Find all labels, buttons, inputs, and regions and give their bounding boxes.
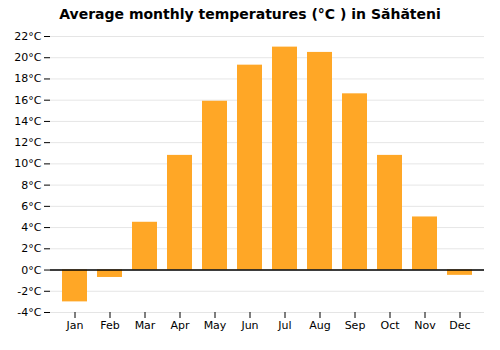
svg-text:Nov: Nov: [414, 319, 436, 332]
svg-text:22°C: 22°C: [14, 30, 41, 43]
svg-text:12°C: 12°C: [14, 136, 41, 149]
svg-text:-4°C: -4°C: [17, 306, 41, 319]
svg-text:18°C: 18°C: [14, 72, 41, 85]
svg-text:Dec: Dec: [449, 319, 470, 332]
svg-text:4°C: 4°C: [21, 221, 41, 234]
svg-text:16°C: 16°C: [14, 94, 41, 107]
svg-text:Jan: Jan: [66, 319, 84, 332]
svg-text:6°C: 6°C: [21, 200, 41, 213]
svg-text:Aug: Aug: [309, 319, 330, 332]
svg-text:14°C: 14°C: [14, 115, 41, 128]
html-text:Average monthly temperatures (: Average monthly temperatures (°C ) in Să…: [59, 6, 441, 22]
svg-text:8°C: 8°C: [21, 179, 41, 192]
svg-text:Mar: Mar: [135, 319, 156, 332]
svg-text:Oct: Oct: [380, 319, 400, 332]
svg-text:Apr: Apr: [170, 319, 190, 332]
svg-text:Jul: Jul: [277, 319, 291, 332]
svg-text:20°C: 20°C: [14, 51, 41, 64]
svg-text:2°C: 2°C: [21, 242, 41, 255]
svg-text:May: May: [204, 319, 227, 332]
svg-text:Jun: Jun: [240, 319, 258, 332]
svg-text:10°C: 10°C: [14, 157, 41, 170]
svg-text:Feb: Feb: [100, 319, 119, 332]
svg-text:0°C: 0°C: [21, 264, 41, 277]
svg-text:Sep: Sep: [345, 319, 366, 332]
svg-text:-2°C: -2°C: [17, 285, 41, 298]
